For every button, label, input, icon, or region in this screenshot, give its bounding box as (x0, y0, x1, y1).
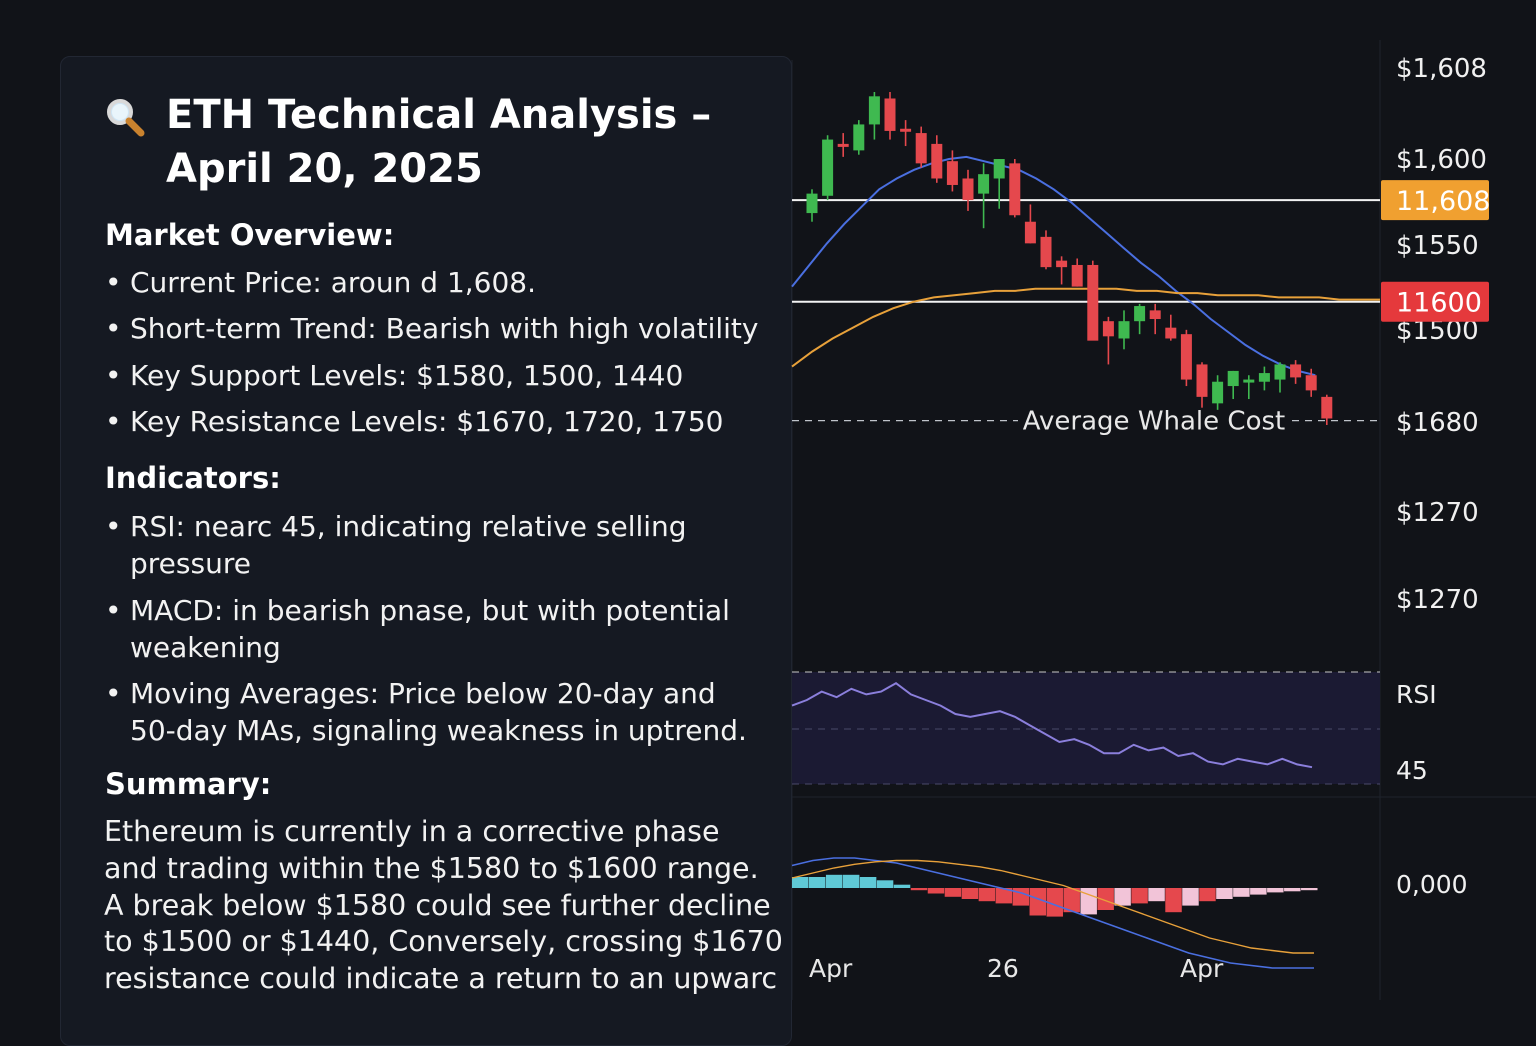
macd-histogram-bar (1046, 888, 1063, 917)
title-line-1: ETH Technical Analysis – (166, 92, 712, 138)
macd-histogram-bar (1114, 888, 1131, 906)
bull-candle (993, 159, 1005, 179)
bear-candle (1056, 260, 1068, 268)
macd-histogram-bar (1216, 888, 1233, 899)
price-tag-label: 11,608 (1396, 186, 1490, 217)
bear-candle (915, 133, 927, 164)
bear-candle (1024, 221, 1036, 244)
x-axis-label: 26 (987, 954, 1019, 983)
bear-candle (962, 178, 974, 201)
macd-histogram-bar (1250, 888, 1267, 895)
macd-histogram-bar (1199, 888, 1216, 902)
bear-candle (1149, 310, 1161, 320)
rsi-panel-bg (792, 672, 1380, 784)
support-tag-label: 11600 (1396, 288, 1482, 319)
macd-histogram-bar (978, 888, 996, 902)
bull-candle (1118, 321, 1130, 339)
macd-histogram-bar (1097, 888, 1114, 910)
macd-histogram-bar (1148, 888, 1165, 902)
market-overview-heading: Market Overview: (105, 218, 395, 252)
summary-text: Ethereum is currently in a corrective ph… (104, 815, 783, 996)
bull-candle (1258, 373, 1270, 382)
bull-candle (806, 193, 818, 214)
macd-histogram-bar (1165, 888, 1182, 913)
macd-histogram-bar (859, 877, 877, 888)
y-axis-label: $1,600 (1396, 145, 1487, 175)
y-axis-label: $1550 (1396, 231, 1479, 261)
rsi-value: 45 (1396, 756, 1428, 785)
macd-histogram-bar (893, 884, 911, 888)
macd-histogram-bar (1182, 888, 1199, 906)
bear-candle (946, 161, 958, 185)
ma50-line (791, 287, 1380, 368)
bear-candle (1040, 236, 1052, 268)
macd-histogram-bar (1301, 888, 1318, 891)
eth-chart: Average Whale Cost$1,608$1,600$1550$1500… (791, 40, 1536, 1000)
summary-heading: Summary: (105, 767, 272, 801)
y-axis-label: $1270 (1396, 585, 1479, 615)
title-line-2: April 20, 2025 (166, 146, 483, 192)
macd-histogram-bar (1080, 888, 1097, 915)
bull-candle (853, 124, 865, 151)
bear-candle (884, 98, 896, 131)
bear-candle (931, 143, 943, 179)
analysis-panel (60, 56, 792, 1046)
bull-candle (978, 174, 990, 194)
bear-candle (1196, 364, 1208, 397)
macd-histogram-bar (1029, 888, 1047, 916)
macd-histogram-bar (1131, 888, 1148, 904)
whale-cost-label: Average Whale Cost (1023, 407, 1285, 437)
macd-histogram-bar (1063, 888, 1080, 913)
bear-candle (837, 143, 849, 147)
rsi-line (791, 682, 1313, 769)
macd-histogram-bar (876, 880, 894, 888)
macd-histogram-bar (825, 874, 843, 888)
support-tag (1381, 281, 1489, 322)
macd-histogram-bar (944, 888, 962, 897)
ma20-line (791, 155, 1316, 377)
bear-candle (1071, 264, 1083, 287)
macd-histogram-bar (1284, 888, 1301, 892)
bull-candle (1134, 306, 1146, 322)
bear-candle (1087, 264, 1099, 341)
bull-candle (822, 139, 834, 196)
macd-histogram-bar (1233, 888, 1250, 897)
bear-candle (1102, 321, 1114, 337)
macd-histogram-bar (927, 888, 945, 894)
macd-histogram-bar (910, 888, 928, 891)
bear-candle (1290, 364, 1302, 378)
signal-line (791, 859, 1314, 954)
y-axis-label: $1270 (1396, 498, 1479, 528)
macd-histogram-bar (808, 877, 826, 888)
rsi-label: RSI (1396, 680, 1437, 709)
macd-label: 0,000 (1396, 870, 1468, 899)
bear-candle (1180, 334, 1192, 380)
bear-candle (900, 128, 912, 132)
magnifier-icon (107, 99, 145, 137)
indicators-heading: Indicators: (105, 461, 281, 495)
bull-candle (1227, 370, 1239, 387)
macd-histogram-bar (842, 874, 860, 888)
bull-candle (1274, 364, 1286, 380)
bear-candle (1321, 396, 1333, 419)
price-tag (1381, 180, 1489, 221)
macd-histogram-bar (995, 888, 1013, 904)
x-axis-label: Apr (809, 954, 853, 983)
macd-histogram-bar (792, 877, 809, 888)
x-axis-label: Apr (1180, 954, 1224, 983)
bear-candle (1305, 375, 1317, 391)
bear-candle (1009, 163, 1021, 216)
bear-candle (1165, 327, 1177, 339)
bull-candle (868, 96, 880, 125)
bull-candle (1243, 379, 1255, 383)
y-axis-label: $1680 (1396, 408, 1479, 438)
bull-candle (1212, 381, 1224, 404)
y-axis-label: $1,608 (1396, 54, 1487, 84)
macd-histogram-bar (1267, 888, 1284, 893)
macd-histogram-bar (961, 888, 979, 899)
